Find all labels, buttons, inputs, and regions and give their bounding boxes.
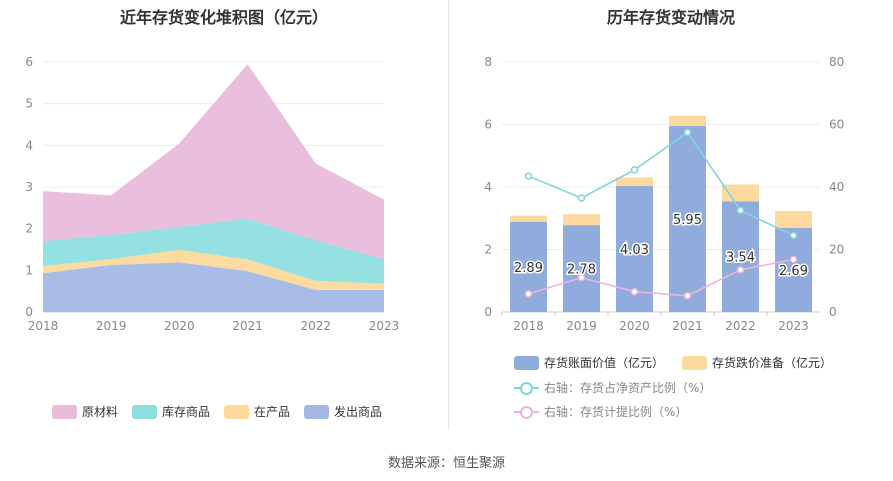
legend-label: 右轴：存货占净资产比例（%）: [544, 381, 712, 395]
legend-item-inventory-goods[interactable]: 库存商品: [132, 403, 210, 420]
x-tick-label: 2022: [725, 319, 756, 333]
legend-swatch: [514, 405, 539, 419]
y2-tick-label: 20: [829, 243, 844, 257]
y2-tick-label: 80: [829, 55, 844, 69]
x-tick-label: 2020: [619, 319, 650, 333]
x-tick-label: 2019: [96, 319, 127, 333]
left-chart-title: 近年存货变化堆积图（亿元）: [119, 8, 328, 27]
bar-data-label: 2.89: [514, 261, 543, 276]
y-tick-label: 6: [484, 118, 492, 132]
bar-impairment: [563, 214, 600, 226]
legend-swatch: [132, 404, 157, 419]
legend-label: 库存商品: [162, 405, 211, 419]
legend-swatch: [304, 404, 329, 419]
x-tick-label: 2021: [232, 319, 263, 333]
legend-swatch: [514, 381, 539, 395]
legend-label: 右轴：存货计提比例（%）: [544, 405, 688, 419]
panel-divider: [448, 0, 449, 430]
provision-ratio-point: [683, 292, 692, 300]
y-tick-label: 1: [25, 263, 33, 277]
provision-ratio-line: [528, 258, 794, 297]
y-tick-label: 4: [484, 180, 492, 194]
bar-impairment: [722, 184, 759, 202]
y2-tick-label: 0: [829, 305, 837, 319]
right-chart-title: 历年存货变动情况: [606, 8, 735, 27]
ratio-net-assets-point: [789, 231, 798, 240]
provision-ratio-point: [789, 255, 798, 264]
bar-book-value: [775, 227, 812, 312]
legend-item-shipped-goods[interactable]: 发出商品: [304, 403, 382, 420]
bar-data-label: 4.03: [620, 243, 649, 258]
legend-swatch: [52, 404, 77, 419]
y2-tick-label: 40: [829, 180, 844, 194]
y-tick-label: 2: [484, 243, 492, 257]
y-tick-label: 0: [484, 305, 492, 319]
area-series: [43, 218, 384, 284]
y-tick-label: 3: [25, 180, 33, 194]
bar-impairment: [669, 115, 706, 127]
area-series: [43, 249, 384, 290]
legend-item-ratio-net-assets[interactable]: 右轴：存货占净资产比例（%）: [514, 379, 711, 396]
legend-item-wip[interactable]: 在产品: [224, 403, 290, 420]
legend-item-impairment[interactable]: 存货跌价准备（亿元）: [682, 354, 832, 371]
y-tick-label: 8: [484, 55, 492, 69]
x-tick-label: 2018: [513, 319, 544, 333]
bar-impairment: [775, 211, 812, 228]
ratio-net-assets-point: [683, 128, 692, 137]
legend-item-book-value[interactable]: 存货账面价值（亿元）: [514, 354, 664, 371]
legend-label: 存货跌价准备（亿元）: [712, 356, 833, 370]
area-series: [43, 64, 384, 260]
bar-data-label: 5.95: [673, 213, 702, 228]
ratio-net-assets-point: [577, 194, 586, 202]
legend-label: 发出商品: [334, 405, 383, 419]
bar-data-label: 2.78: [567, 263, 596, 278]
provision-ratio-point: [577, 273, 586, 282]
y2-tick-label: 60: [829, 118, 844, 132]
x-tick-label: 2019: [566, 319, 597, 333]
bar-impairment: [510, 215, 547, 222]
x-tick-label: 2023: [778, 319, 809, 333]
x-tick-label: 2020: [164, 319, 195, 333]
bar-data-label: 3.54: [726, 251, 755, 266]
y-tick-label: 4: [25, 138, 33, 152]
bar-impairment: [616, 177, 653, 187]
area-series: [43, 262, 384, 312]
bar-book-value: [563, 225, 600, 312]
legend-swatch: [514, 355, 539, 370]
x-tick-label: 2018: [28, 319, 59, 333]
legend-item-raw-materials[interactable]: 原材料: [52, 403, 118, 420]
ratio-net-assets-point: [736, 206, 745, 215]
ratio-net-assets-point: [524, 172, 533, 180]
ratio-net-assets-point: [630, 166, 639, 174]
y-tick-label: 5: [25, 97, 33, 111]
legend-swatch: [224, 404, 249, 419]
y-tick-label: 2: [25, 222, 33, 236]
data-source-note: 数据来源：恒生聚源: [387, 456, 505, 471]
x-tick-label: 2021: [672, 319, 703, 333]
y-tick-label: 0: [25, 305, 33, 319]
y-tick-label: 6: [25, 55, 33, 69]
bar-book-value: [722, 201, 759, 312]
provision-ratio-point: [524, 290, 533, 298]
bar-data-label: 2.69: [779, 264, 808, 279]
provision-ratio-point: [736, 266, 745, 274]
ratio-net-assets-line: [528, 131, 794, 237]
bar-book-value: [669, 126, 706, 312]
provision-ratio-point: [630, 287, 639, 296]
x-tick-label: 2022: [301, 319, 332, 333]
stacked-area-chart: 0 1 2 3 4 5 6 2018 2019 2020 2021 2022 2023: [25, 55, 400, 333]
legend-label: 原材料: [82, 405, 119, 419]
x-tick-label: 2023: [369, 319, 400, 333]
legend-swatch: [682, 355, 707, 370]
legend-label: 存货账面价值（亿元）: [544, 356, 665, 370]
legend-item-provision-ratio[interactable]: 右轴：存货计提比例（%）: [514, 403, 687, 420]
stacked-area-panel: 近年存货变化堆积图（亿元） 0 1 2 3 4 5 6 2018 2019 2020 2021 202…: [0, 0, 448, 440]
bar-line-panel: 历年存货变动情况 0 2 4 6 8 0 20 40 60 80 2018 2019 2020 2021 2…: [449, 0, 893, 440]
legend-label: 在产品: [254, 405, 291, 419]
